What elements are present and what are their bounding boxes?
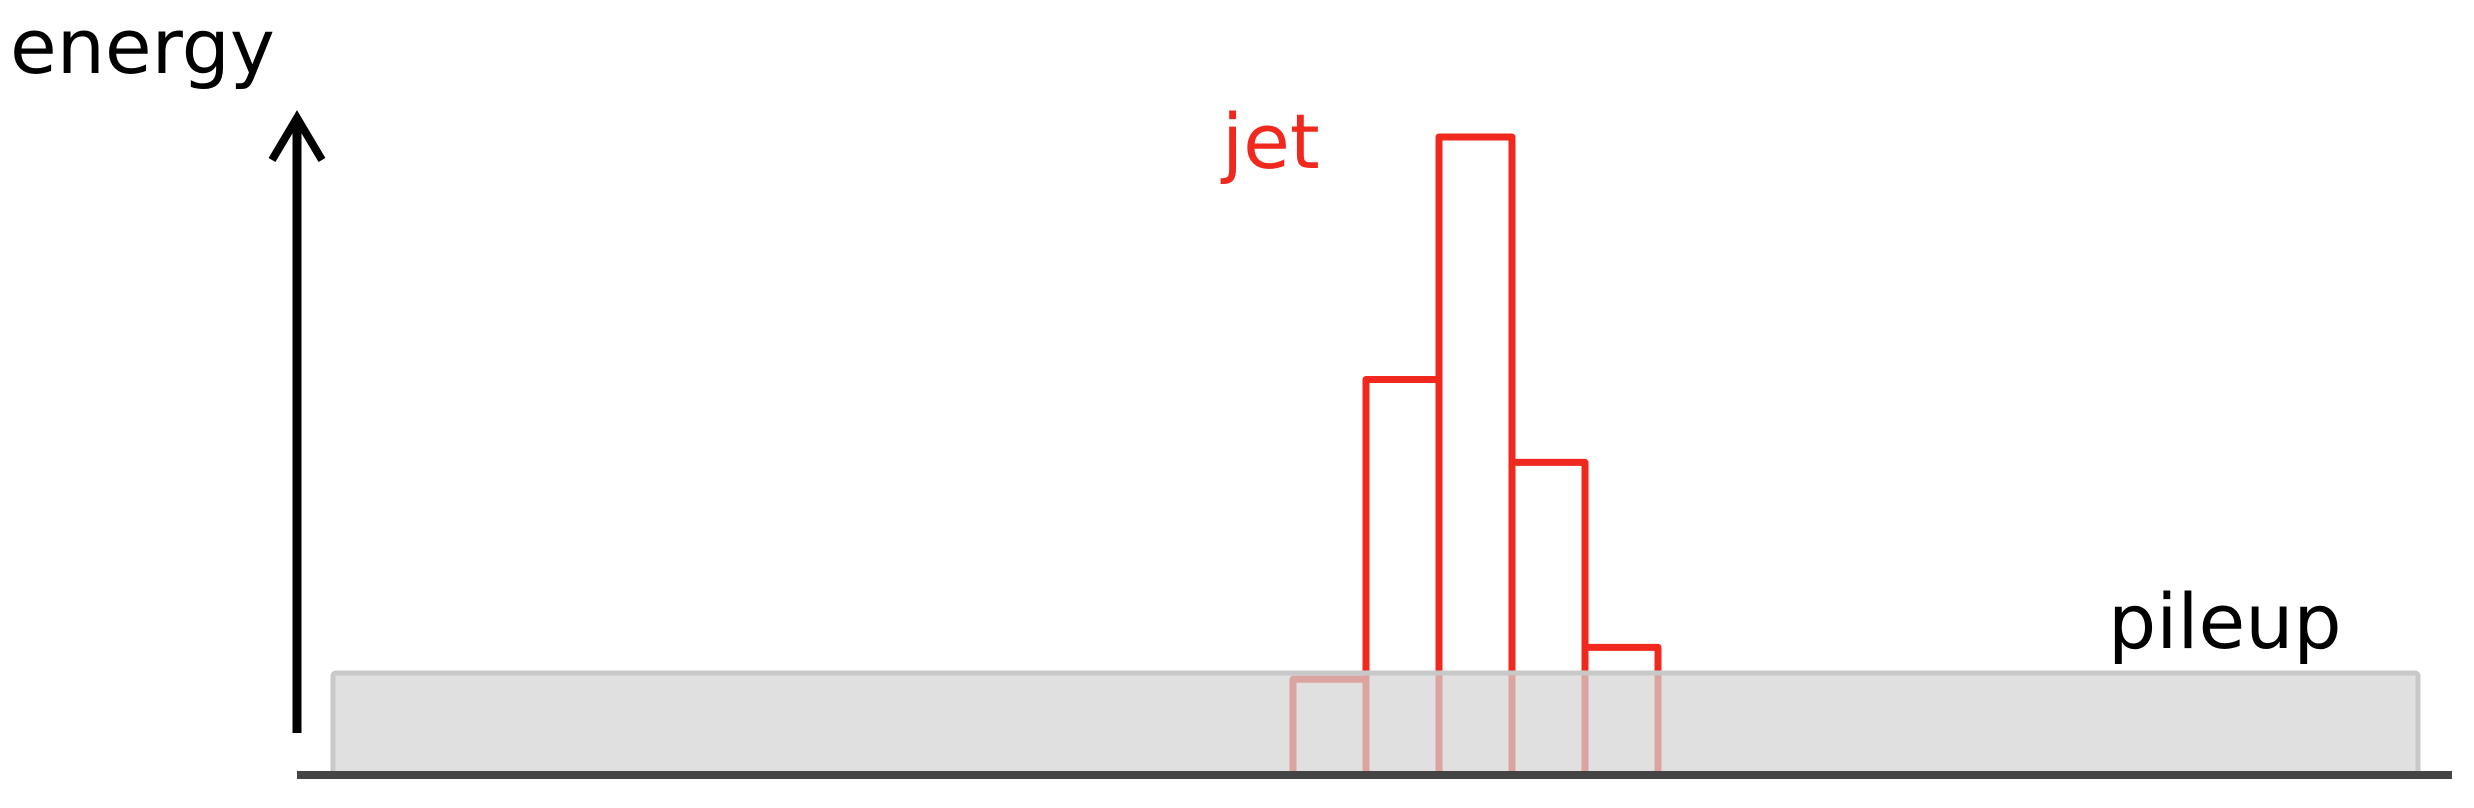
y-axis-arrowhead-icon bbox=[268, 110, 326, 163]
y-axis bbox=[268, 110, 326, 733]
pileup-label: pileup bbox=[2108, 577, 2342, 666]
y-axis-label: energy bbox=[10, 2, 275, 91]
pileup-band bbox=[330, 670, 2421, 778]
jet-label: jet bbox=[1220, 97, 1320, 186]
